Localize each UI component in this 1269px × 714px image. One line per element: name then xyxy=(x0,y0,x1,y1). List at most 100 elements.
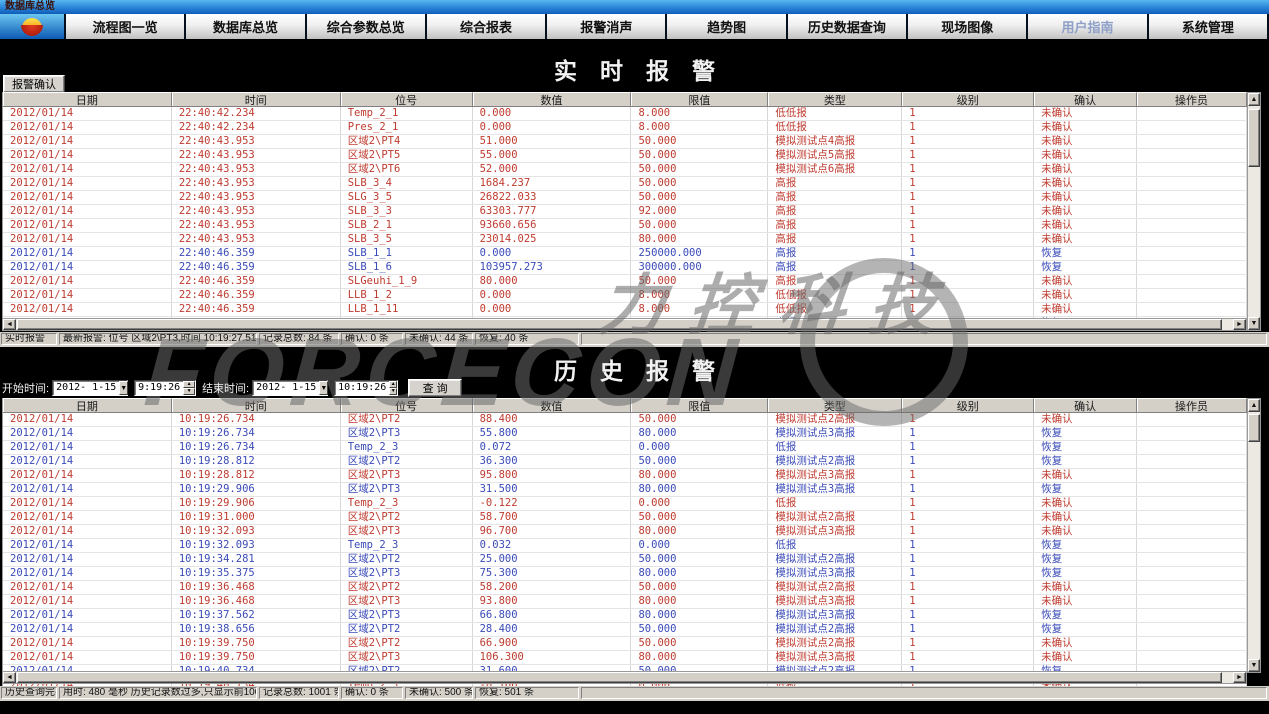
table-row[interactable]: 2012/01/14 22:40:43.953 SLB_3_4 1684.237 50.… xyxy=(3,177,1247,191)
table-row[interactable]: 2012/01/14 10:19:28.812 区域2\PT2 36.300 50.00… xyxy=(3,455,1247,469)
table-cell: 2012/01/14 xyxy=(3,149,172,162)
table-row[interactable]: 2012/01/14 10:19:32.093 区域2\PT3 96.700 80.00… xyxy=(3,525,1247,539)
table-cell: -0.122 xyxy=(473,497,632,510)
table-row[interactable]: 2012/01/14 22:40:46.359 LLB_1_11 0.000 8.000… xyxy=(3,303,1247,317)
table-row[interactable]: 2012/01/14 22:40:42.234 Pres_2_1 0.000 8.000… xyxy=(3,121,1247,135)
table-row[interactable]: 2012/01/14 22:40:43.953 区域2\PT6 52.000 50.00… xyxy=(3,163,1247,177)
menu-item-4[interactable]: 综合报表 xyxy=(426,14,548,39)
table-cell: 2012/01/14 xyxy=(3,107,172,120)
table-row[interactable]: 2012/01/14 10:19:29.906 区域2\PT3 31.500 80.00… xyxy=(3,483,1247,497)
scroll-thumb[interactable] xyxy=(1248,414,1260,442)
spin-down-button[interactable]: ▼ xyxy=(183,388,196,395)
table-row[interactable]: 2012/01/14 10:19:34.281 区域2\PT2 25.000 50.00… xyxy=(3,553,1247,567)
end-date-combobox[interactable]: 2012- 1-15 ▼ xyxy=(252,380,329,396)
scroll-right-button[interactable]: ► xyxy=(1233,319,1246,330)
history-section-title: 历 史 报 警 xyxy=(554,359,715,384)
table-row[interactable]: 2012/01/14 10:19:36.468 区域2\PT2 58.200 50.00… xyxy=(3,581,1247,595)
menu-item-7[interactable]: 历史数据查询 xyxy=(787,14,909,39)
table-cell: SLB_1_6 xyxy=(341,261,473,274)
chevron-down-icon[interactable]: ▼ xyxy=(319,381,329,395)
table-row[interactable]: 2012/01/14 22:40:46.359 SLB_1_1 0.000 250000… xyxy=(3,247,1247,261)
status-segment: 实时报警 xyxy=(1,333,57,345)
table-row[interactable]: 2012/01/14 22:40:43.953 区域2\PT5 55.000 50.00… xyxy=(3,149,1247,163)
spin-down-button[interactable]: ▼ xyxy=(389,388,398,395)
menu-item-2[interactable]: 数据库总览 xyxy=(186,14,307,39)
spin-up-button[interactable]: ▲ xyxy=(183,381,196,388)
table-cell xyxy=(1137,121,1247,134)
table-cell: 22:40:43.953 xyxy=(172,205,341,218)
h-scroll-thumb[interactable] xyxy=(17,319,1222,330)
table-row[interactable]: 2012/01/14 10:19:26.734 区域2\PT2 88.400 50.00… xyxy=(3,413,1247,427)
menu-item-3[interactable]: 综合参数总览 xyxy=(306,14,427,39)
table-row[interactable]: 2012/01/14 10:19:39.750 区域2\PT2 66.900 50.00… xyxy=(3,637,1247,651)
status-segment: 记录总数: 1001 条 xyxy=(259,687,339,699)
table-cell: 22:40:46.359 xyxy=(172,303,341,316)
table-cell: 96.700 xyxy=(473,525,632,538)
table-row[interactable]: 2012/01/14 22:40:43.953 区域2\PT4 51.000 50.00… xyxy=(3,135,1247,149)
scroll-thumb[interactable] xyxy=(1248,109,1260,167)
table-row[interactable]: 2012/01/14 22:40:46.359 SLB_1_6 103957.273 3… xyxy=(3,261,1247,275)
scroll-left-button[interactable]: ◄ xyxy=(3,319,16,330)
table-cell xyxy=(1137,609,1247,622)
table-row[interactable]: 2012/01/14 10:19:26.734 Temp_2_3 0.072 0.000… xyxy=(3,441,1247,455)
table-row[interactable]: 2012/01/14 22:40:46.359 LLB_1_2 0.000 8.000 低… xyxy=(3,289,1247,303)
table-cell: 1 xyxy=(902,441,1035,454)
table-row[interactable]: 2012/01/14 22:40:43.953 SLB_3_3 63303.777 92… xyxy=(3,205,1247,219)
menu-item-9[interactable]: 用户指南 xyxy=(1028,14,1149,39)
table-cell xyxy=(1137,163,1247,176)
table-cell xyxy=(1137,581,1247,594)
table-cell: 恢复 xyxy=(1034,483,1138,496)
menu-item-10[interactable]: 系统管理 xyxy=(1148,14,1269,39)
table-cell: 区域2\PT3 xyxy=(341,525,473,538)
table-cell: 1 xyxy=(902,581,1035,594)
column-header: 操作员 xyxy=(1137,398,1247,413)
table-cell: 未确认 xyxy=(1034,163,1138,176)
table-row[interactable]: 2012/01/14 10:19:29.906 Temp_2_3 -0.122 0.00… xyxy=(3,497,1247,511)
end-time-spinner[interactable]: 10:19:26 ▲ ▼ xyxy=(334,380,399,396)
scroll-left-button[interactable]: ◄ xyxy=(3,672,16,683)
chevron-down-icon[interactable]: ▼ xyxy=(119,381,129,395)
table-cell: 模拟测试点2高报 xyxy=(768,623,903,636)
table-cell: 2012/01/14 xyxy=(3,247,172,260)
realtime-vertical-scrollbar[interactable]: ▲ ▼ xyxy=(1247,92,1261,331)
start-date-combobox[interactable]: 2012- 1-15 ▼ xyxy=(52,380,129,396)
history-horizontal-scrollbar[interactable]: ◄ ► xyxy=(2,671,1247,684)
table-row[interactable]: 2012/01/14 10:19:28.812 区域2\PT3 95.800 80.00… xyxy=(3,469,1247,483)
menu-item-8[interactable]: 现场图像 xyxy=(908,14,1029,39)
table-cell: SLB_3_4 xyxy=(341,177,473,190)
table-row[interactable]: 2012/01/14 10:19:31.000 区域2\PT2 58.700 50.00… xyxy=(3,511,1247,525)
scroll-up-button[interactable]: ▲ xyxy=(1248,399,1260,412)
table-row[interactable]: 2012/01/14 22:40:42.234 Temp_2_1 0.000 8.000… xyxy=(3,107,1247,121)
table-row[interactable]: 2012/01/14 10:19:32.093 Temp_2_3 0.032 0.000… xyxy=(3,539,1247,553)
scroll-up-button[interactable]: ▲ xyxy=(1248,93,1260,106)
h-scroll-thumb[interactable] xyxy=(17,672,1222,683)
table-row[interactable]: 2012/01/14 22:40:46.359 SLGeuhi_1_9 80.000 5… xyxy=(3,275,1247,289)
table-row[interactable]: 2012/01/14 22:40:43.953 SLB_2_1 93660.656 50… xyxy=(3,219,1247,233)
end-time-label: 结束时间: xyxy=(202,383,250,395)
scroll-down-button[interactable]: ▼ xyxy=(1248,659,1260,672)
start-time-spinner[interactable]: 9:19:26 ▲ ▼ xyxy=(134,380,197,396)
table-row[interactable]: 2012/01/14 10:19:26.734 区域2\PT3 55.800 80.00… xyxy=(3,427,1247,441)
menu-item-6[interactable]: 趋势图 xyxy=(667,14,788,39)
query-button[interactable]: 查 询 xyxy=(408,379,463,397)
history-vertical-scrollbar[interactable]: ▲ ▼ xyxy=(1247,398,1261,673)
menu-item-1[interactable]: 流程图一览 xyxy=(66,14,187,39)
table-cell: 1 xyxy=(902,413,1035,426)
spin-up-button[interactable]: ▲ xyxy=(389,381,398,388)
scroll-down-button[interactable]: ▼ xyxy=(1248,317,1260,330)
table-row[interactable]: 2012/01/14 10:19:38.656 区域2\PT2 28.400 50.00… xyxy=(3,623,1247,637)
menu-item-5[interactable]: 报警消声 xyxy=(547,14,668,39)
table-row[interactable]: 2012/01/14 10:19:35.375 区域2\PT3 75.300 80.00… xyxy=(3,567,1247,581)
table-row[interactable]: 2012/01/14 10:19:36.468 区域2\PT3 93.800 80.00… xyxy=(3,595,1247,609)
table-row[interactable]: 2012/01/14 22:40:43.953 SLB_3_5 23014.025 80… xyxy=(3,233,1247,247)
table-row[interactable]: 2012/01/14 22:40:43.953 SLG_3_5 26822.033 50… xyxy=(3,191,1247,205)
scroll-right-button[interactable]: ► xyxy=(1233,672,1246,683)
table-cell: 未确认 xyxy=(1034,303,1138,316)
table-row[interactable]: 2012/01/14 10:19:39.750 区域2\PT3 106.300 80.0… xyxy=(3,651,1247,665)
table-row[interactable]: 2012/01/14 10:19:37.562 区域2\PT3 66.800 80.00… xyxy=(3,609,1247,623)
table-cell: 0.032 xyxy=(473,539,632,552)
table-cell: 未确认 xyxy=(1034,497,1138,510)
status-segment: 最新报警: 位号 区域2\PT3,时间 10:19:27.515 ,数值 : xyxy=(59,333,257,345)
table-cell xyxy=(1137,469,1247,482)
realtime-horizontal-scrollbar[interactable]: ◄ ► xyxy=(2,318,1247,331)
